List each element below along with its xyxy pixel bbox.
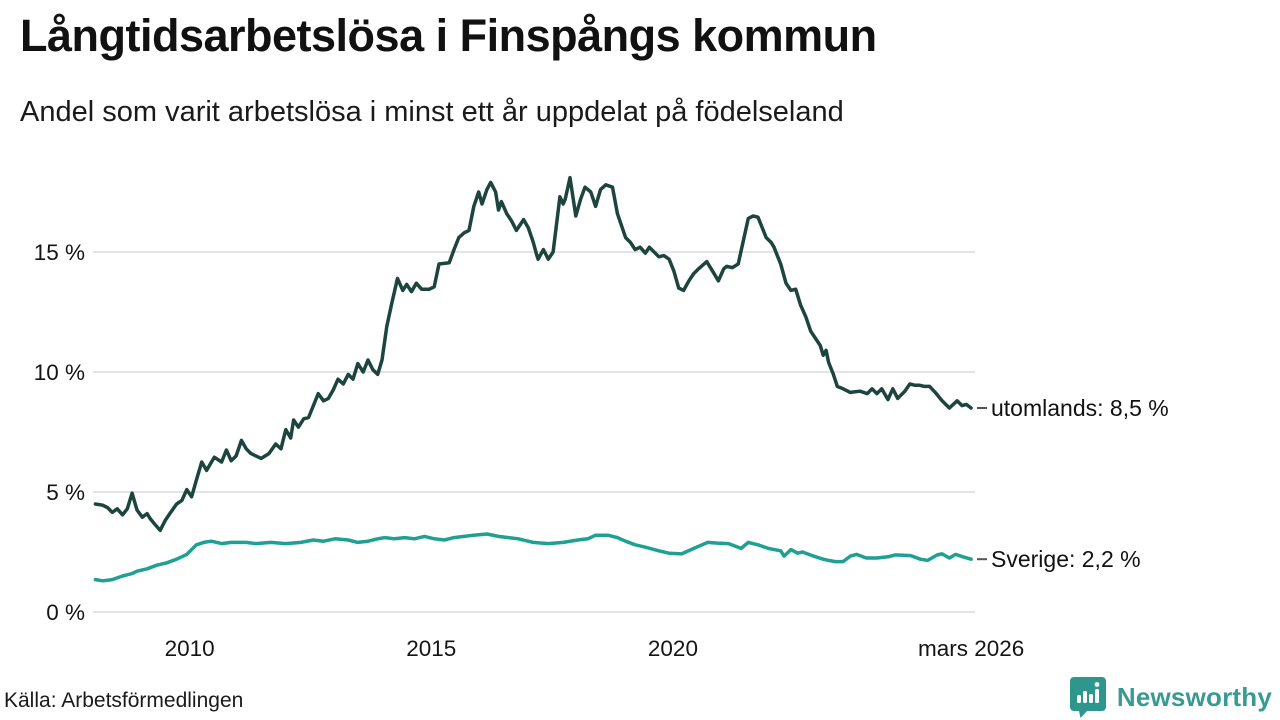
end-label-utomlands: utomlands: 8,5 % xyxy=(991,395,1169,421)
brand-lockup: Newsworthy xyxy=(1069,676,1272,718)
brand-name: Newsworthy xyxy=(1116,681,1272,712)
bar-chart-glyph xyxy=(1076,682,1100,703)
series-line-utomlands xyxy=(93,175,973,533)
newsworthy-logo-icon xyxy=(1069,677,1106,718)
x-tick-label: 2020 xyxy=(648,636,698,661)
y-tick-label: 0 % xyxy=(46,600,85,625)
end-label-sverige: Sverige: 2,2 % xyxy=(991,546,1141,572)
series-line-sverige xyxy=(93,532,973,583)
chart-subtitle: Andel som varit arbetslösa i minst ett å… xyxy=(20,96,844,128)
x-tick-label: 2010 xyxy=(165,636,215,661)
chart-title: Långtidsarbetslösa i Finspångs kommun xyxy=(20,10,877,61)
source-note: Källa: Arbetsförmedlingen xyxy=(4,689,244,712)
y-tick-label: 15 % xyxy=(34,240,85,265)
x-tick-label: 2015 xyxy=(406,636,456,661)
y-tick-label: 5 % xyxy=(46,480,85,505)
y-tick-label: 10 % xyxy=(34,360,85,385)
x-tick-label: mars 2026 xyxy=(918,636,1024,661)
speech-bubble-shape xyxy=(1069,677,1106,718)
